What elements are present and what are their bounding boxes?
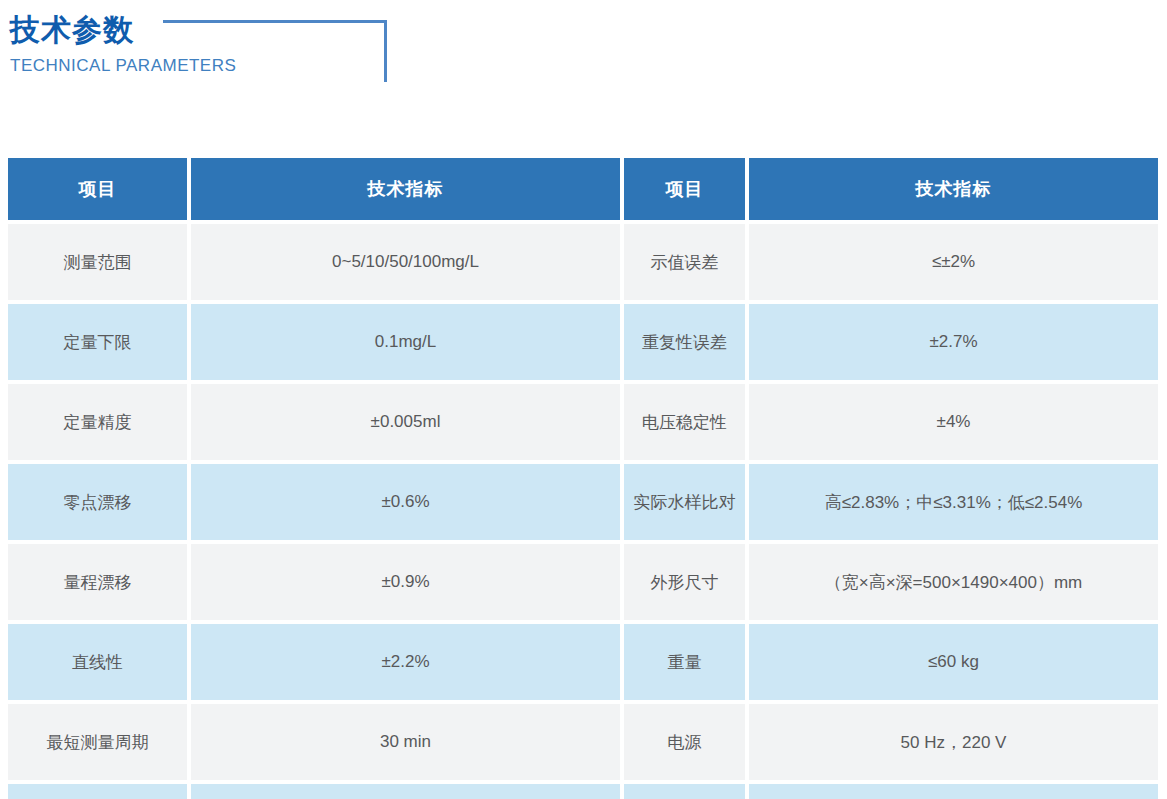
item-cell: [624, 784, 745, 799]
item-cell: 电源: [624, 704, 745, 780]
value-cell: 0~5/10/50/100mg/L: [191, 224, 620, 300]
title-bracket-decoration: [163, 20, 387, 82]
item-cell: 重复性误差: [624, 304, 745, 380]
table-row-partial: [8, 784, 1158, 799]
value-cell: ±2.2%: [191, 624, 620, 700]
table-row: 零点漂移 ±0.6% 实际水样比对 高≤2.83%；中≤3.31%；低≤2.54…: [8, 464, 1158, 540]
column-header-item-right: 项目: [624, 158, 745, 220]
value-cell: [749, 784, 1158, 799]
item-cell: 量程漂移: [8, 544, 187, 620]
value-cell: （宽×高×深=500×1490×400）mm: [749, 544, 1158, 620]
item-cell: 重量: [624, 624, 745, 700]
item-cell: 测量范围: [8, 224, 187, 300]
item-cell: [8, 784, 187, 799]
value-cell: 高≤2.83%；中≤3.31%；低≤2.54%: [749, 464, 1158, 540]
table-row: 测量范围 0~5/10/50/100mg/L 示值误差 ≤±2%: [8, 224, 1158, 300]
item-cell: 定量精度: [8, 384, 187, 460]
item-cell: 定量下限: [8, 304, 187, 380]
value-cell: ±4%: [749, 384, 1158, 460]
value-cell: 50 Hz，220 V: [749, 704, 1158, 780]
table-row: 量程漂移 ±0.9% 外形尺寸 （宽×高×深=500×1490×400）mm: [8, 544, 1158, 620]
value-cell: 0.1mg/L: [191, 304, 620, 380]
value-cell: 30 min: [191, 704, 620, 780]
item-cell: 实际水样比对: [624, 464, 745, 540]
value-cell: ≤60 kg: [749, 624, 1158, 700]
item-cell: 最短测量周期: [8, 704, 187, 780]
column-header-spec-left: 技术指标: [191, 158, 620, 220]
value-cell: ±0.9%: [191, 544, 620, 620]
column-header-item-left: 项目: [8, 158, 187, 220]
table-row: 定量精度 ±0.005ml 电压稳定性 ±4%: [8, 384, 1158, 460]
technical-parameters-table: 项目 技术指标 项目 技术指标 测量范围 0~5/10/50/100mg/L 示…: [4, 154, 1162, 799]
section-header: 技术参数 TECHNICAL PARAMETERS: [10, 12, 1160, 122]
value-cell: ≤±2%: [749, 224, 1158, 300]
column-header-spec-right: 技术指标: [749, 158, 1158, 220]
table-row: 直线性 ±2.2% 重量 ≤60 kg: [8, 624, 1158, 700]
table-row: 定量下限 0.1mg/L 重复性误差 ±2.7%: [8, 304, 1158, 380]
value-cell: ±0.005ml: [191, 384, 620, 460]
table-row: 最短测量周期 30 min 电源 50 Hz，220 V: [8, 704, 1158, 780]
value-cell: ±0.6%: [191, 464, 620, 540]
item-cell: 直线性: [8, 624, 187, 700]
value-cell: [191, 784, 620, 799]
item-cell: 零点漂移: [8, 464, 187, 540]
item-cell: 外形尺寸: [624, 544, 745, 620]
item-cell: 示值误差: [624, 224, 745, 300]
value-cell: ±2.7%: [749, 304, 1158, 380]
item-cell: 电压稳定性: [624, 384, 745, 460]
table-header-row: 项目 技术指标 项目 技术指标: [8, 158, 1158, 220]
